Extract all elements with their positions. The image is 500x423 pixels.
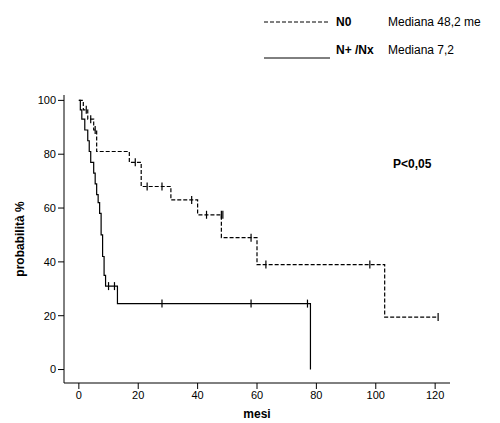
svg-text:mesi: mesi: [243, 407, 270, 421]
html-text:N+ /Nx: N+ /Nx: [336, 43, 374, 57]
svg-text:60: 60: [44, 202, 56, 214]
html-text:N0: N0: [336, 15, 352, 29]
svg-text:80: 80: [310, 389, 322, 401]
svg-text:100: 100: [38, 94, 56, 106]
svg-text:probabilità %: probabilità %: [13, 201, 27, 277]
svg-text:40: 40: [44, 256, 56, 268]
svg-text:40: 40: [191, 389, 203, 401]
svg-text:120: 120: [426, 389, 444, 401]
svg-text:20: 20: [44, 310, 56, 322]
html-text:Mediana 48,2 me: Mediana 48,2 me: [388, 15, 481, 29]
html-text:Mediana 7,2: Mediana 7,2: [388, 43, 454, 57]
svg-text:20: 20: [132, 389, 144, 401]
svg-text:80: 80: [44, 148, 56, 160]
svg-text:0: 0: [76, 389, 82, 401]
svg-text:0: 0: [50, 363, 56, 375]
html-text:P<0,05: P<0,05: [393, 157, 432, 171]
svg-text:60: 60: [251, 389, 263, 401]
svg-text:100: 100: [367, 389, 385, 401]
